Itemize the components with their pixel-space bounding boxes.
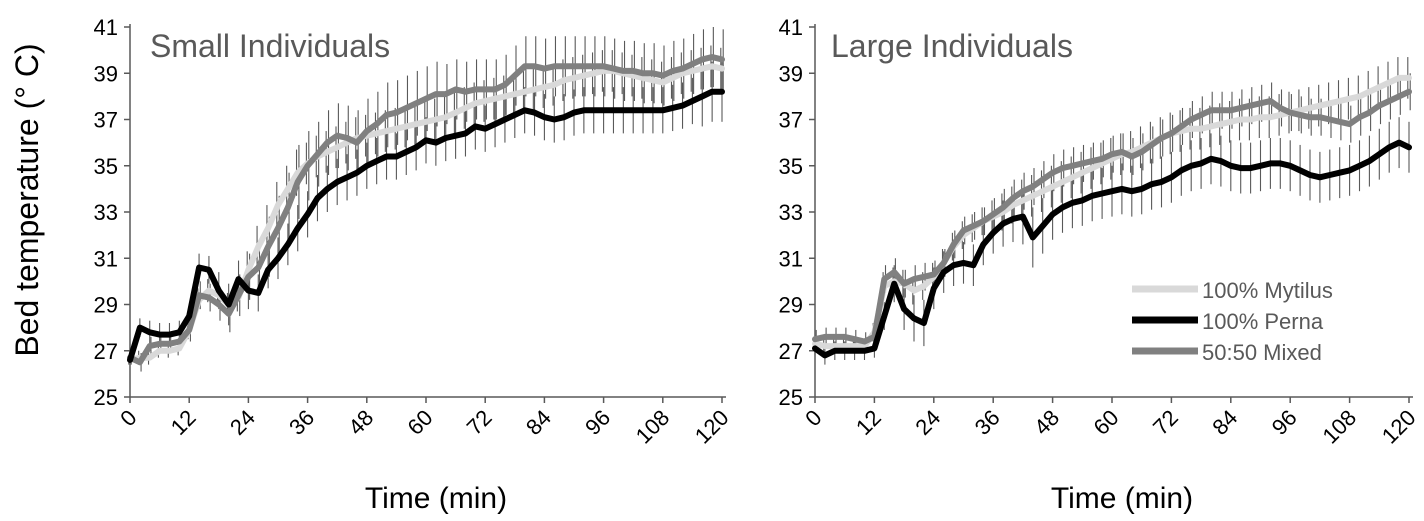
x-tick-label: 96 [580,405,615,440]
y-tick-label: 31 [94,246,118,271]
x-tick-label: 0 [115,405,141,431]
legend-label: 50:50 Mixed [1202,340,1322,365]
panel-title: Large Individuals [831,28,1073,64]
x-tick-label: 60 [1089,405,1124,440]
legend-label: 100% Mytilus [1202,278,1333,303]
y-tick-label: 35 [779,154,803,179]
y-tick-label: 27 [779,339,803,364]
y-tick-label: 25 [779,385,803,410]
error-bars-mytilus [128,45,722,365]
x-tick-label: 12 [166,405,201,440]
panel-large-individuals: 25 27 29 31 33 35 37 39 41 0 12 24 36 48 60 72 84 96 108 12… [779,15,1421,515]
series-line-mixed [812,88,1412,345]
y-tick-label: 25 [94,385,118,410]
legend-label: 100% Perna [1202,309,1324,334]
error-bars-perna [129,61,723,365]
y-tick-label: 27 [94,339,118,364]
x-tick-label: 0 [800,405,826,431]
x-tick-label: 84 [521,405,556,440]
x-tick-label: 60 [403,405,438,440]
x-tick-label: 120 [690,405,734,449]
y-tick-label: 33 [779,200,803,225]
series-line-perna [812,139,1412,359]
legend: 100% Mytilus 100% Perna 50:50 Mixed [1132,278,1333,365]
x-tick-label: 36 [284,405,319,440]
x-tick-label: 108 [1317,405,1361,449]
y-tick-label: 41 [779,15,803,40]
x-tick-label: 72 [462,405,497,440]
y-tick-label: 39 [779,61,803,86]
y-tick-label: 31 [779,246,803,271]
series-line-perna [127,88,725,363]
x-tick-label: 24 [910,405,945,440]
y-tick-label: 29 [779,293,803,318]
x-tick-label: 12 [851,405,886,440]
series-line-mixed [127,54,725,366]
x-tick-label: 24 [225,405,260,440]
panel-small-individuals: 25 27 29 31 33 35 37 39 41 0 12 24 36 48 60 72 84 96 108 12… [94,15,734,515]
y-axis-label: Bed temperature (° C) [9,43,45,356]
panel-title: Small Individuals [150,28,390,64]
y-tick-label: 33 [94,200,118,225]
x-tick-label: 108 [631,405,675,449]
y-tick-label: 37 [94,108,118,133]
series-line-mytilus [812,74,1412,350]
x-axis-label: Time (min) [1051,482,1193,515]
x-tick-label: 120 [1377,405,1421,449]
x-tick-label: 48 [343,405,378,440]
x-tick-label: 72 [1148,405,1183,440]
x-tick-label: 96 [1267,405,1302,440]
x-tick-label: 84 [1207,405,1242,440]
x-tick-label: 36 [970,405,1005,440]
x-tick-label: 48 [1029,405,1064,440]
y-tick-label: 35 [94,154,118,179]
y-tick-label: 29 [94,293,118,318]
y-tick-label: 37 [779,108,803,133]
y-tick-label: 39 [94,61,118,86]
x-axis-label: Time (min) [365,482,507,515]
y-tick-label: 41 [94,15,118,40]
